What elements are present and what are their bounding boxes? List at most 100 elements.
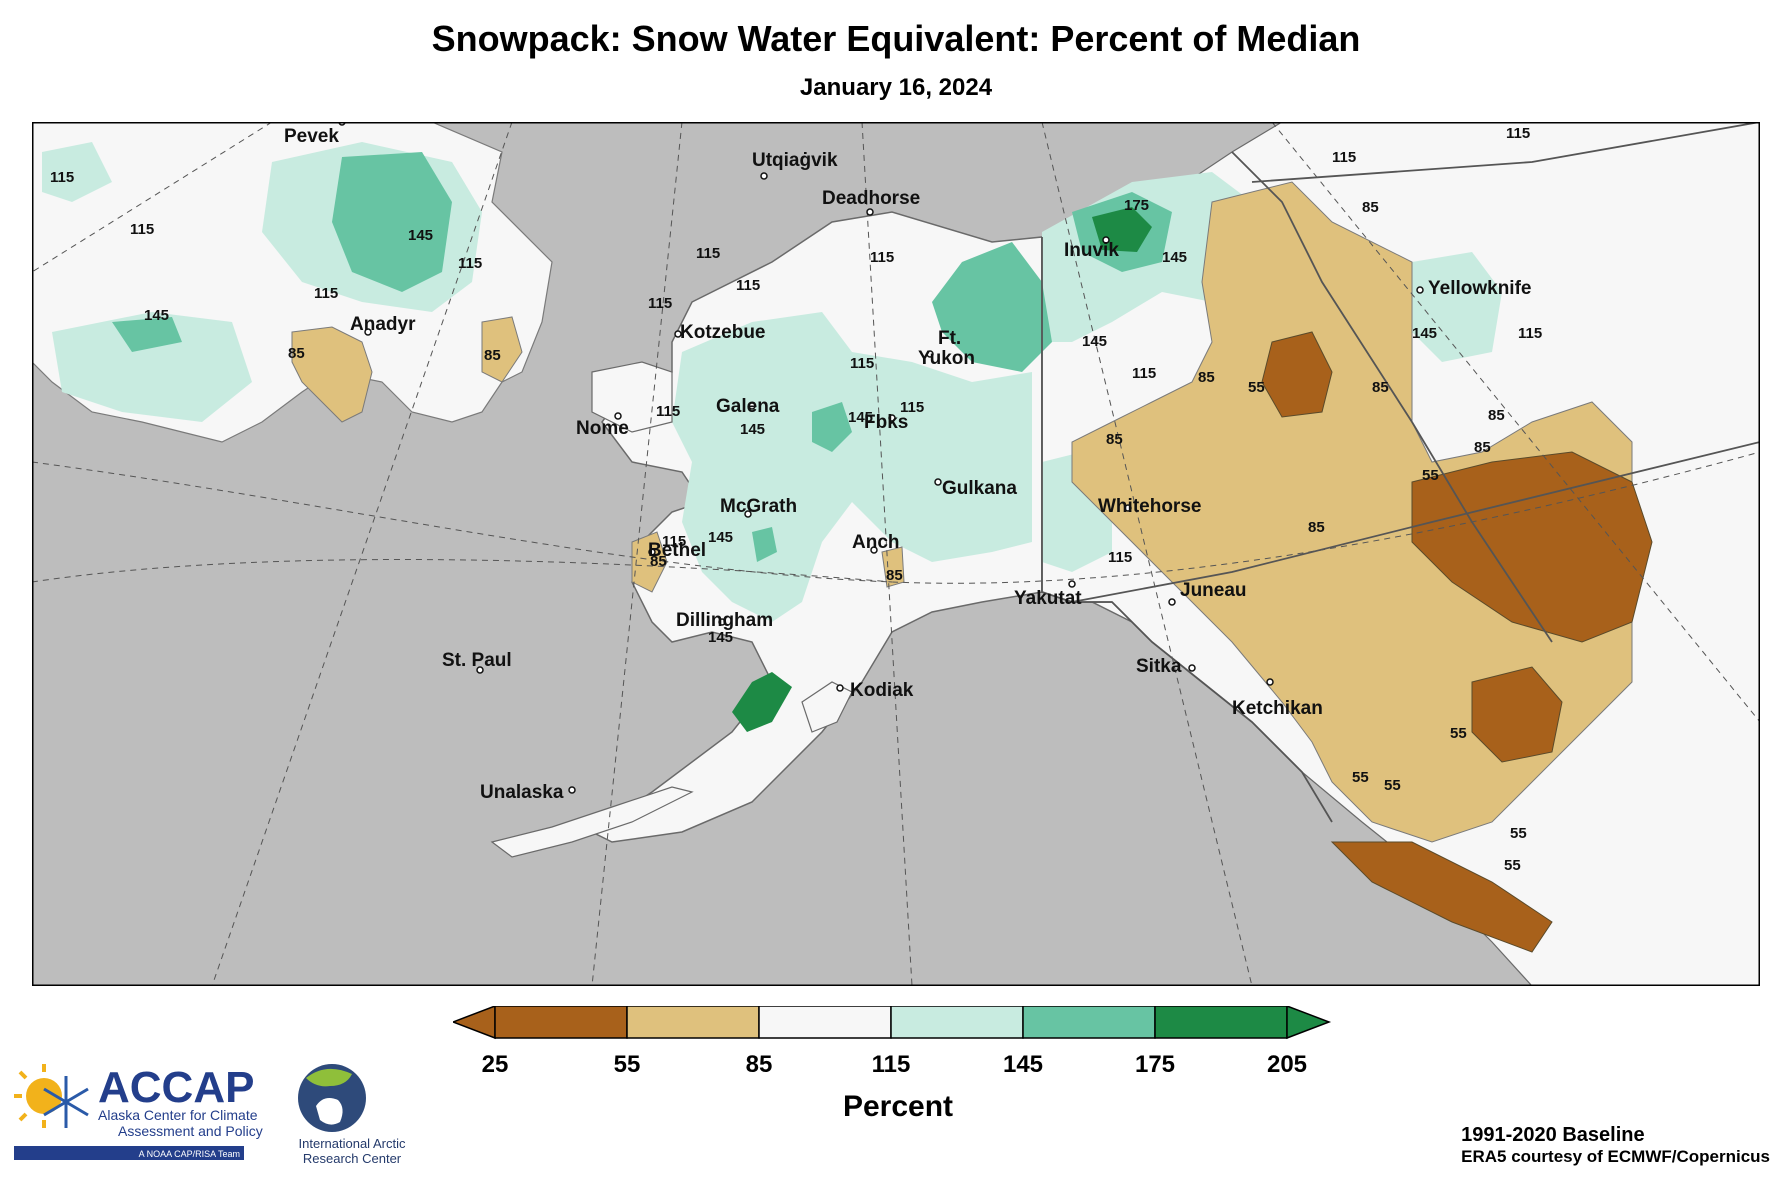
contour-label: 55	[1248, 379, 1265, 396]
contour-label: 145	[408, 227, 433, 244]
city-label: Inuvik	[1064, 240, 1119, 261]
accap-name: ACCAP	[98, 1063, 254, 1112]
contour-label: 115	[1518, 325, 1542, 342]
yellowknife-115-zone	[1412, 252, 1502, 362]
contour-label: 115	[458, 255, 482, 272]
contour-label: 85	[1488, 407, 1505, 424]
city-label: Fbks	[864, 412, 908, 433]
city-dot	[568, 786, 576, 794]
contour-label: 85	[1308, 519, 1325, 536]
city-dot	[926, 350, 934, 358]
seward-peninsula	[591, 361, 673, 433]
contour-label: 145	[144, 307, 169, 324]
city-label: Sitka	[1136, 656, 1182, 677]
yukon-nwt-border	[1231, 151, 1553, 643]
graticule-line	[1041, 122, 1253, 986]
city-label: Anch	[852, 532, 900, 553]
map-date: January 16, 2024	[799, 74, 993, 101]
borders	[1041, 122, 1760, 823]
snowflake-icon	[43, 1076, 89, 1128]
graticule	[32, 122, 1760, 986]
contour-labels: 115 115 145 115 115 85 85 145 115 115 11…	[50, 125, 1542, 874]
contour-label: 115	[870, 249, 894, 266]
alaska-canada-border	[1041, 237, 1333, 823]
kodiak-land	[801, 681, 853, 733]
city-label: Juneau	[1180, 580, 1247, 601]
chukotka-145-zone	[332, 152, 452, 292]
contour-label: 55	[1504, 857, 1521, 874]
city-markers: Pevek Utqiaġvik Deadhorse Inuvik Yellowk…	[284, 122, 1531, 803]
legend-arrow-high	[1286, 1006, 1332, 1040]
contour-label: 115	[130, 221, 154, 238]
central-55-zone	[1261, 331, 1333, 418]
contour-label: 55	[1422, 467, 1439, 484]
contour-label: 145	[708, 629, 733, 646]
contour-label: 115	[736, 277, 760, 294]
legend-bin-25-55	[494, 1006, 628, 1039]
iarc-line1: International Arctic	[298, 1136, 406, 1151]
bethel-85-zone	[631, 531, 668, 593]
contour-label: 85	[288, 345, 305, 362]
accap-logo: ACCAP Alaska Center for Climate Assessme…	[14, 1063, 263, 1160]
accap-line2: Assessment and Policy	[118, 1123, 263, 1139]
city-label: Unalaska	[480, 782, 564, 803]
contour-label: 85	[1106, 431, 1123, 448]
city-dot	[934, 478, 942, 486]
city-label: St. Paul	[442, 650, 512, 671]
contour-label: 145	[740, 421, 765, 438]
baseline-note: 1991-2020 Baseline	[1461, 1124, 1645, 1146]
iarc-caption: International Arctic Research Center	[282, 1136, 422, 1166]
accap-tag-bar	[14, 1146, 244, 1160]
yukon-145-zone	[932, 242, 1052, 372]
legend-tick: 85	[746, 1051, 773, 1078]
color-legend: 25 55 85 115 145 175 205 Percent	[453, 1006, 1332, 1123]
legend-tick: 115	[872, 1051, 911, 1078]
contour-label: 55	[1384, 777, 1401, 794]
contour-label: 85	[650, 553, 667, 570]
contour-label: 145	[848, 409, 873, 426]
map-frame	[32, 122, 1760, 986]
source-note: ERA5 courtesy of ECMWF/Copernicus	[1461, 1147, 1770, 1166]
legend-arrow-low	[453, 1006, 496, 1040]
city-label: Kodiak	[850, 680, 914, 701]
graticule-line	[1271, 122, 1760, 723]
sun-icon	[14, 1064, 62, 1128]
contour-label: 85	[1474, 439, 1491, 456]
siberia-145-strip	[112, 317, 182, 352]
legend-bin-115-145	[890, 1006, 1024, 1039]
contour-label: 115	[850, 355, 874, 372]
accap-line1: Alaska Center for Climate	[98, 1107, 258, 1123]
contour-label: 145	[1082, 333, 1107, 350]
globe-land	[306, 1068, 352, 1087]
accap-tag: A NOAA CAP/RISA Team	[139, 1149, 240, 1159]
contour-label: 85	[1372, 379, 1389, 396]
contour-label: 55	[1450, 725, 1467, 742]
contour-label: 115	[1506, 125, 1530, 142]
contour-label: 145	[708, 529, 733, 546]
city-dot	[870, 546, 878, 554]
city-dot	[476, 666, 484, 674]
contour-label: 115	[1108, 549, 1132, 566]
city-dot	[1188, 664, 1196, 672]
contour-label: 175	[1124, 197, 1149, 214]
city-dot	[748, 402, 756, 410]
contour-label: 85	[1198, 369, 1215, 386]
legend-tick: 25	[482, 1051, 509, 1078]
legend-tick: 55	[614, 1051, 641, 1078]
contour-label: 115	[656, 403, 680, 420]
legend-bin-55-85	[626, 1006, 760, 1039]
iarc-logo	[298, 1064, 366, 1132]
city-label: Yukon	[918, 348, 975, 369]
city-dot	[760, 172, 768, 180]
legend-bin-145-175	[1022, 1006, 1156, 1039]
city-label: Gulkana	[942, 478, 1017, 499]
city-label: Galena	[716, 396, 780, 417]
siberia-115-north	[42, 142, 112, 202]
city-label: McGrath	[720, 496, 797, 517]
city-dot	[648, 548, 656, 556]
snowpack-map: 115 115 145 115 115 85 85 145 115 115 11…	[32, 122, 1760, 986]
contour-label: 145	[1412, 325, 1437, 342]
city-dot	[1168, 598, 1176, 606]
city-dot	[718, 618, 726, 626]
polar-bear-icon	[316, 1098, 343, 1125]
